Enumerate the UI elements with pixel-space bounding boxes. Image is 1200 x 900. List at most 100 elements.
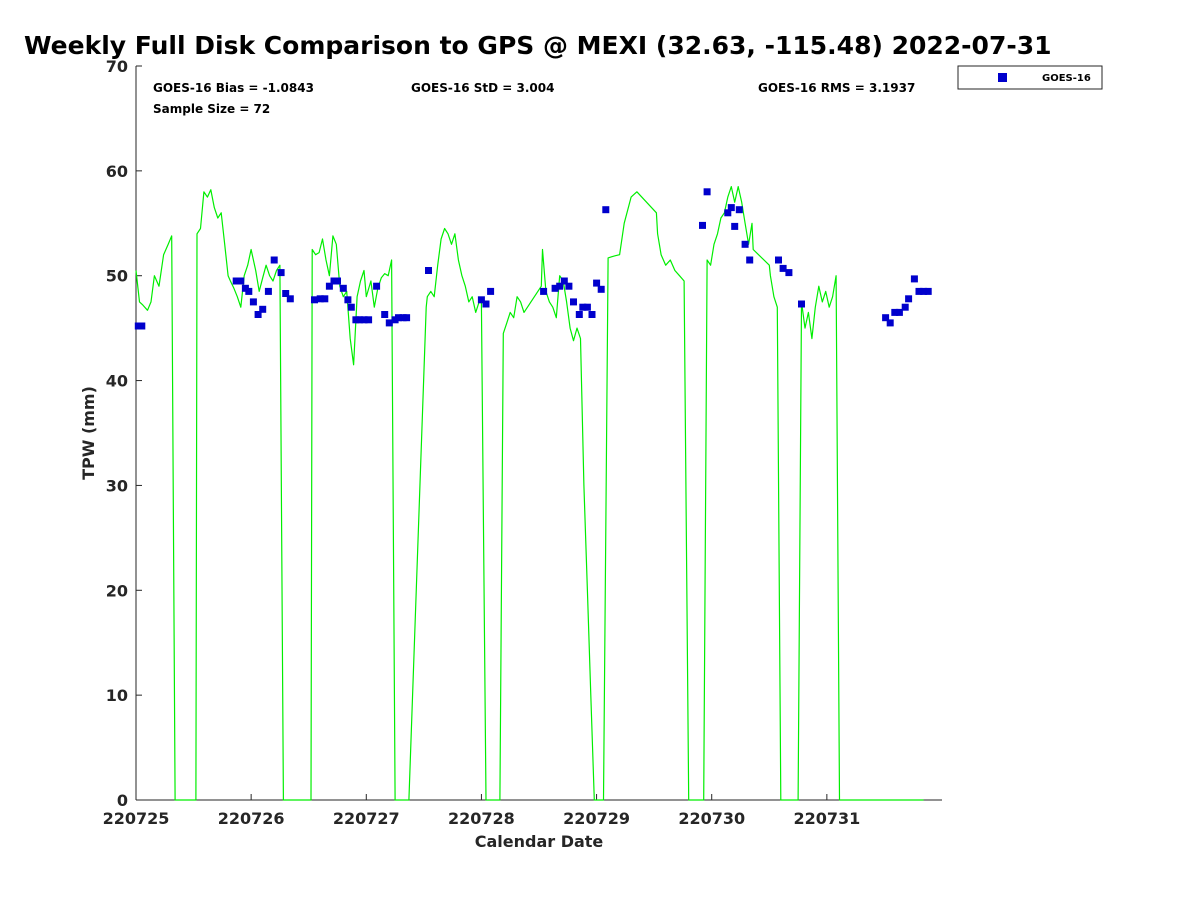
goes16-point bbox=[482, 300, 490, 308]
goes16-point bbox=[920, 287, 928, 295]
goes16-point bbox=[746, 256, 754, 264]
goes16-point bbox=[579, 303, 587, 311]
x-tick-label: 220728 bbox=[448, 809, 515, 828]
goes16-point bbox=[588, 311, 596, 318]
goes16-point bbox=[270, 256, 278, 264]
goes16-point bbox=[385, 319, 393, 327]
x-tick-label: 220731 bbox=[793, 809, 860, 828]
goes16-point bbox=[901, 303, 909, 311]
goes16-point bbox=[779, 264, 787, 272]
stat-std: GOES-16 StD = 3.004 bbox=[411, 81, 554, 95]
goes16-point bbox=[924, 287, 932, 295]
goes16-point bbox=[425, 267, 432, 274]
goes16-point bbox=[565, 282, 573, 290]
x-tick-label: 220726 bbox=[218, 809, 285, 828]
x-tick-label: 220730 bbox=[678, 809, 745, 828]
goes16-point bbox=[798, 300, 805, 308]
stat-sample-size: Sample Size = 72 bbox=[153, 102, 270, 116]
y-tick-label: 30 bbox=[106, 476, 128, 495]
goes16-point bbox=[556, 282, 564, 290]
x-tick-label: 220725 bbox=[103, 809, 170, 828]
goes16-point bbox=[254, 311, 262, 318]
goes16-point bbox=[259, 305, 267, 313]
goes16-point bbox=[373, 282, 381, 290]
goes16-point bbox=[785, 269, 793, 277]
goes16-point bbox=[316, 295, 324, 303]
x-tick-label: 220727 bbox=[333, 809, 400, 828]
goes16-point bbox=[593, 279, 601, 287]
goes16-point bbox=[282, 290, 290, 297]
goes16-point bbox=[703, 188, 711, 196]
goes16-point bbox=[735, 206, 743, 214]
goes16-point bbox=[886, 319, 894, 327]
goes16-point bbox=[286, 295, 294, 303]
goes16-point bbox=[724, 209, 732, 217]
goes16-point bbox=[249, 298, 257, 306]
y-tick-label: 50 bbox=[106, 267, 128, 286]
y-tick-label: 60 bbox=[106, 162, 128, 181]
goes16-point bbox=[540, 287, 548, 295]
goes16-point bbox=[727, 204, 735, 212]
x-ticks: 220725 220726 220727 220728 220729 220730 2207… bbox=[103, 794, 860, 828]
goes16-point bbox=[138, 322, 146, 330]
goes16-point bbox=[245, 287, 253, 295]
goes16-point bbox=[321, 295, 329, 303]
goes16-point bbox=[381, 311, 389, 318]
x-axis-label: Calendar Date bbox=[475, 832, 604, 851]
chart-title: Weekly Full Disk Comparison to GPS @ MEX… bbox=[24, 31, 1052, 60]
goes16-point bbox=[583, 303, 591, 311]
goes16-point bbox=[264, 287, 272, 295]
y-tick-label: 40 bbox=[106, 372, 128, 391]
goes16-point bbox=[232, 277, 240, 285]
goes16-point bbox=[344, 296, 352, 304]
legend-label-goes16: GOES-16 bbox=[1042, 73, 1091, 84]
goes16-point bbox=[325, 282, 333, 290]
goes16-point bbox=[339, 284, 347, 292]
goes16-point bbox=[487, 287, 495, 295]
y-tick-label: 0 bbox=[117, 791, 128, 810]
goes16-point bbox=[575, 311, 583, 318]
goes16-point bbox=[731, 222, 739, 230]
goes16-point bbox=[277, 269, 285, 277]
goes16-point bbox=[741, 240, 749, 248]
stat-rms: GOES-16 RMS = 3.1937 bbox=[758, 81, 915, 95]
y-ticks: 0 10 20 30 40 50 60 70 bbox=[106, 57, 142, 810]
goes16-point bbox=[597, 285, 605, 293]
goes16-point bbox=[570, 298, 577, 306]
gps-series bbox=[135, 186, 924, 801]
goes16-point bbox=[910, 275, 918, 283]
goes16-point bbox=[891, 308, 899, 316]
legend-marker-goes16 bbox=[998, 73, 1007, 82]
goes16-point bbox=[915, 287, 923, 295]
goes16-point bbox=[602, 206, 610, 214]
goes16-point bbox=[560, 277, 568, 285]
goes16-point bbox=[699, 221, 706, 229]
goes16-point bbox=[905, 295, 913, 303]
goes16-point bbox=[365, 316, 373, 324]
goes16-point bbox=[360, 316, 368, 324]
y-tick-label: 20 bbox=[106, 581, 128, 600]
goes16-point bbox=[355, 316, 363, 324]
goes16-point bbox=[334, 277, 341, 285]
goes16-point bbox=[311, 296, 318, 304]
legend-box bbox=[957, 65, 1103, 90]
legend: GOES-16 bbox=[957, 65, 1103, 90]
x-tick-label: 220729 bbox=[563, 809, 630, 828]
goes16-point bbox=[395, 314, 402, 322]
goes16-point bbox=[347, 303, 355, 311]
y-tick-label: 10 bbox=[106, 686, 128, 705]
y-tick-label: 70 bbox=[106, 57, 128, 76]
goes16-series bbox=[134, 188, 932, 330]
goes16-point bbox=[882, 314, 890, 322]
y-axis-label: TPW (mm) bbox=[79, 386, 98, 480]
gps-tpw-line bbox=[135, 186, 924, 801]
goes16-point bbox=[403, 314, 411, 322]
goes16-point bbox=[551, 284, 559, 292]
goes16-point bbox=[775, 256, 782, 264]
goes16-point bbox=[477, 296, 485, 304]
goes16-point bbox=[895, 308, 903, 316]
stat-bias: GOES-16 Bias = -1.0843 bbox=[153, 81, 314, 95]
plot-frame bbox=[135, 66, 942, 801]
goes16-point bbox=[237, 277, 245, 285]
